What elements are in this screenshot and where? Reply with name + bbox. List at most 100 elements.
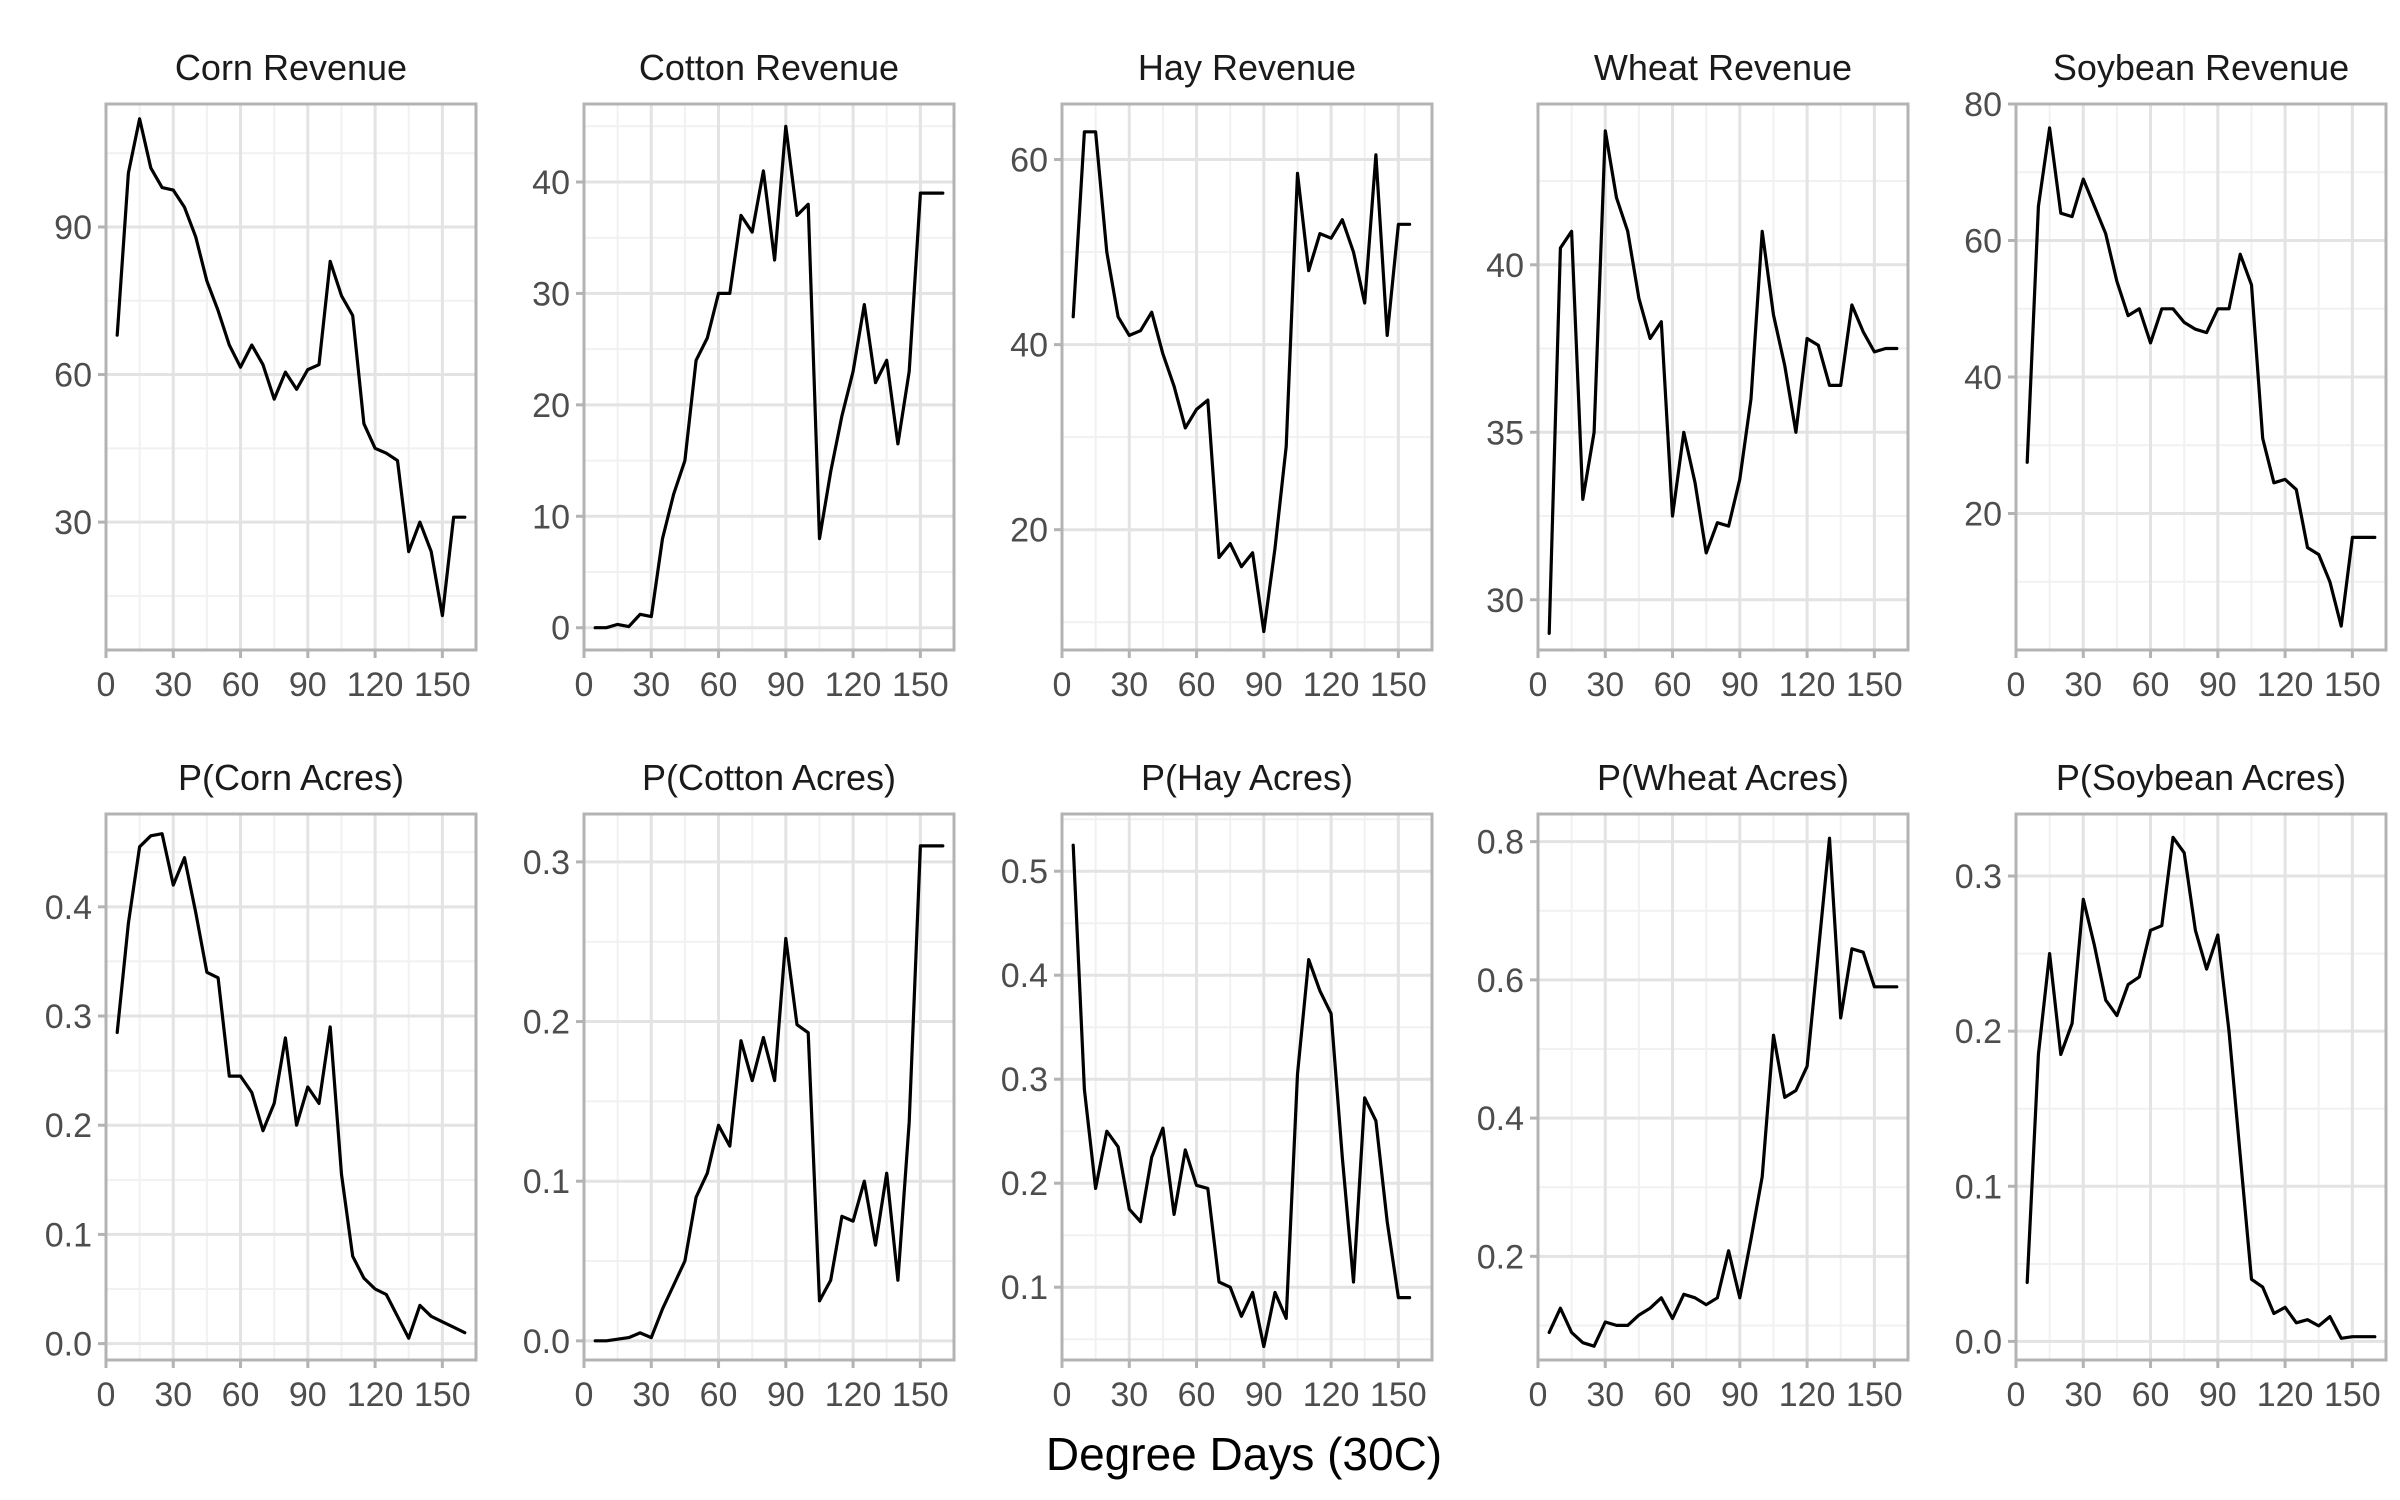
y-tick-label: 40 xyxy=(532,164,570,202)
x-tick-label: 0 xyxy=(1529,666,1548,704)
panel-border xyxy=(1536,812,1910,1362)
x-tick-label: 120 xyxy=(347,666,404,704)
x-tick-label: 30 xyxy=(154,666,192,704)
y-tick-label: 0.1 xyxy=(1955,1168,2002,1206)
x-tick-label: 90 xyxy=(1245,666,1283,704)
x-tick-label: 120 xyxy=(825,1376,882,1414)
y-tick-label: 35 xyxy=(1486,414,1524,452)
x-tick-label: 90 xyxy=(767,1376,805,1414)
series-line xyxy=(2025,835,2377,1340)
y-tick-label: 60 xyxy=(1010,142,1048,180)
panel-title: P(Wheat Acres) xyxy=(1597,757,1849,798)
x-tick-label: 0 xyxy=(1053,666,1072,704)
x-tick-label: 90 xyxy=(1721,666,1759,704)
panel-title: Cotton Revenue xyxy=(639,47,899,88)
x-tick-label: 90 xyxy=(2199,666,2237,704)
x-tick-label: 60 xyxy=(1178,666,1216,704)
series-line xyxy=(1071,843,1412,1349)
series-line xyxy=(593,844,945,1343)
x-tick-label: 150 xyxy=(414,1376,471,1414)
x-tick-label: 0 xyxy=(575,666,594,704)
y-tick-label: 0.1 xyxy=(523,1163,570,1201)
panel-2: Hay Revenue 0 30 60 90 120 150 20 40 60 xyxy=(1010,47,1434,704)
y-tick-label: 0.5 xyxy=(1001,853,1048,891)
panel-8: P(Wheat Acres) 0 30 60 90 120 150 0.2 0.4 0.6 0.8 xyxy=(1477,757,1910,1414)
x-tick-label: 90 xyxy=(1245,1376,1283,1414)
y-tick-label: 0.2 xyxy=(1001,1165,1048,1203)
x-tick-label: 150 xyxy=(1846,1376,1903,1414)
x-tick-label: 30 xyxy=(1110,1376,1148,1414)
y-tick-label: 80 xyxy=(1964,86,2002,124)
y-tick-label: 0 xyxy=(551,610,570,648)
panel-title: P(Hay Acres) xyxy=(1141,757,1353,798)
panel-title: Wheat Revenue xyxy=(1594,47,1852,88)
y-tick-label: 30 xyxy=(532,275,570,313)
panel-3: Wheat Revenue 0 30 60 90 120 150 30 35 40 xyxy=(1486,47,1910,704)
y-tick-label: 0.4 xyxy=(45,889,92,927)
panel-border xyxy=(104,102,478,652)
x-tick-label: 0 xyxy=(2007,666,2026,704)
y-tick-label: 0.3 xyxy=(523,844,570,882)
y-tick-label: 0.2 xyxy=(45,1107,92,1145)
x-tick-label: 0 xyxy=(575,1376,594,1414)
y-tick-label: 0.4 xyxy=(1477,1100,1524,1138)
panel-5: P(Corn Acres) 0 30 60 90 120 150 0.0 0.1 0.2 0.3 0.… xyxy=(45,757,478,1414)
x-tick-label: 30 xyxy=(1586,1376,1624,1414)
y-tick-label: 0.3 xyxy=(45,998,92,1036)
panel-1: Cotton Revenue 0 30 60 90 120 150 0 10 20 30 40 xyxy=(532,47,956,704)
y-tick-label: 60 xyxy=(54,357,92,395)
series-line xyxy=(1547,836,1899,1348)
y-tick-label: 0.1 xyxy=(45,1216,92,1254)
panel-7: P(Hay Acres) 0 30 60 90 120 150 0.1 0.2 0.3 0.4 0.5 xyxy=(1001,757,1434,1414)
panel-border xyxy=(1060,812,1434,1362)
series-line xyxy=(593,124,945,630)
panel-6: P(Cotton Acres) 0 30 60 90 120 150 0.0 0.1 0.2 0.3 xyxy=(523,757,956,1414)
x-tick-label: 90 xyxy=(289,666,327,704)
y-tick-label: 40 xyxy=(1486,247,1524,285)
panel-9: P(Soybean Acres) 0 30 60 90 120 150 0.0 0.1 0.2 0.… xyxy=(1955,757,2388,1414)
y-tick-label: 40 xyxy=(1964,359,2002,397)
x-tick-label: 120 xyxy=(1303,666,1360,704)
y-tick-label: 10 xyxy=(532,498,570,536)
x-tick-label: 60 xyxy=(222,1376,260,1414)
x-tick-label: 60 xyxy=(700,666,738,704)
panel-title: P(Corn Acres) xyxy=(178,757,404,798)
x-tick-label: 150 xyxy=(1370,1376,1427,1414)
x-tick-label: 90 xyxy=(289,1376,327,1414)
x-tick-label: 0 xyxy=(2007,1376,2026,1414)
panel-title: Corn Revenue xyxy=(175,47,407,88)
x-tick-label: 150 xyxy=(2324,1376,2381,1414)
x-tick-label: 30 xyxy=(2064,1376,2102,1414)
x-tick-label: 60 xyxy=(1178,1376,1216,1414)
panel-border xyxy=(104,812,478,1362)
x-tick-label: 120 xyxy=(1303,1376,1360,1414)
x-tick-label: 60 xyxy=(222,666,260,704)
y-tick-label: 0.0 xyxy=(45,1326,92,1364)
y-tick-label: 0.3 xyxy=(1001,1061,1048,1099)
y-tick-label: 20 xyxy=(532,387,570,425)
x-tick-label: 120 xyxy=(2257,666,2314,704)
y-tick-label: 20 xyxy=(1010,512,1048,550)
x-tick-label: 150 xyxy=(892,1376,949,1414)
y-tick-label: 30 xyxy=(54,504,92,542)
panel-border xyxy=(2014,812,2388,1362)
panel-border xyxy=(1060,102,1434,652)
y-tick-label: 0.2 xyxy=(1477,1238,1524,1276)
panel-border xyxy=(582,812,956,1362)
x-tick-label: 60 xyxy=(1654,666,1692,704)
panel-title: Soybean Revenue xyxy=(2053,47,2349,88)
panel-title: Hay Revenue xyxy=(1138,47,1356,88)
x-tick-label: 30 xyxy=(154,1376,192,1414)
series-line xyxy=(1547,129,1899,635)
x-tick-label: 60 xyxy=(2132,666,2170,704)
x-tick-label: 120 xyxy=(347,1376,404,1414)
x-tick-label: 150 xyxy=(1846,666,1903,704)
panel-4: Soybean Revenue 0 30 60 90 120 150 20 40 60 80 xyxy=(1964,47,2388,704)
x-tick-label: 30 xyxy=(632,1376,670,1414)
series-line xyxy=(1071,130,1412,634)
x-tick-label: 60 xyxy=(700,1376,738,1414)
x-tick-label: 90 xyxy=(767,666,805,704)
y-tick-label: 60 xyxy=(1964,223,2002,261)
x-tick-label: 0 xyxy=(97,1376,116,1414)
